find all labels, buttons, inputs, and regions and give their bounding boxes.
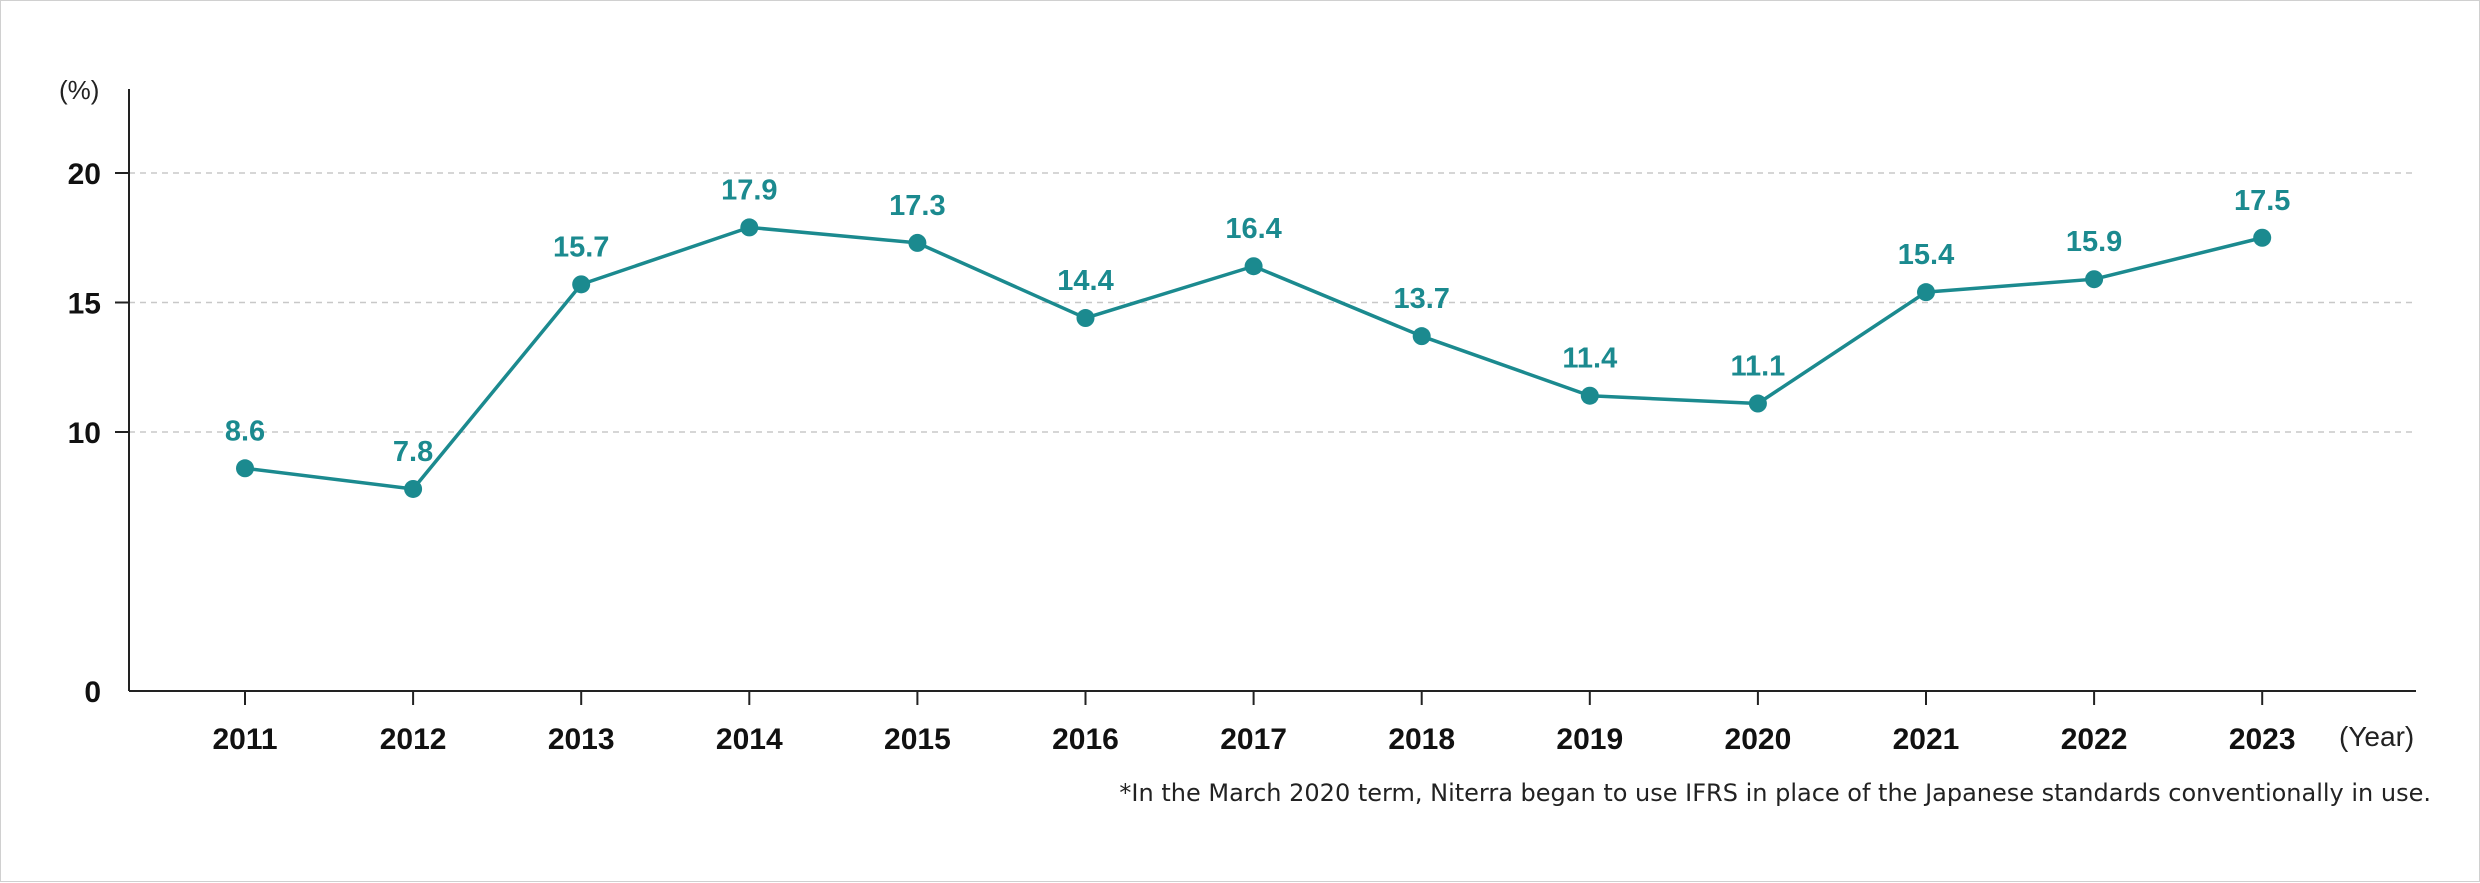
x-tick-labels: 2011 2012 2013 2014 2015 2016 2017 2018 2019 2020… xyxy=(212,691,2296,756)
x-tick-label-2012: 2012 xyxy=(380,723,447,756)
data-label-2019: 11.4 xyxy=(1562,343,1617,375)
footnote: *In the March 2020 term, Niterra began t… xyxy=(1119,779,2431,807)
data-point-2022 xyxy=(2085,270,2104,289)
y-tick-label-15: 15 xyxy=(68,288,101,321)
data-point-2017 xyxy=(1244,257,1263,276)
x-tick-label-2023: 2023 xyxy=(2229,723,2296,756)
data-label-2021: 15.4 xyxy=(1898,239,1954,271)
x-tick-label-2016: 2016 xyxy=(1052,723,1119,756)
x-tick-label-2022: 2022 xyxy=(2061,723,2128,756)
data-labels: 8.6 7.8 15.7 17.9 17.3 14.4 16.4 13.7 11.4 11.1 15… xyxy=(225,174,2291,468)
data-label-2014: 17.9 xyxy=(721,174,777,206)
y-axis-unit-label: (%) xyxy=(59,75,100,105)
axes xyxy=(128,89,2416,692)
x-tick-label-2011: 2011 xyxy=(212,723,277,756)
data-point-2012 xyxy=(404,479,423,498)
y-tick-labels: 0 10 15 20 xyxy=(68,158,129,709)
data-label-2013: 15.7 xyxy=(553,231,609,263)
data-label-2017: 16.4 xyxy=(1225,213,1281,245)
data-point-2011 xyxy=(236,459,254,478)
data-point-2020 xyxy=(1748,394,1767,413)
y-tick-label-20: 20 xyxy=(68,158,101,191)
data-point-2015 xyxy=(908,233,927,252)
data-label-2022: 15.9 xyxy=(2066,226,2122,258)
x-tick-label-2014: 2014 xyxy=(716,723,783,756)
y-tick-label-0: 0 xyxy=(84,676,101,709)
data-label-2020: 11.1 xyxy=(1730,351,1785,383)
data-point-2014 xyxy=(740,218,759,237)
x-tick-label-2020: 2020 xyxy=(1725,723,1792,756)
y-tick-label-10: 10 xyxy=(68,417,101,450)
grid-lines xyxy=(129,172,2416,433)
data-point-2013 xyxy=(572,275,591,294)
data-point-2018 xyxy=(1412,327,1431,346)
data-point-2021 xyxy=(1917,283,1935,302)
data-label-2012: 7.8 xyxy=(393,436,433,468)
data-point-2016 xyxy=(1076,309,1095,328)
x-tick-label-2018: 2018 xyxy=(1388,723,1455,756)
data-point-2019 xyxy=(1580,386,1599,405)
data-label-2016: 14.4 xyxy=(1057,265,1113,297)
x-tick-label-2013: 2013 xyxy=(548,723,615,756)
data-points xyxy=(236,218,2272,498)
data-label-2023: 17.5 xyxy=(2234,185,2290,217)
data-label-2011: 8.6 xyxy=(225,415,265,447)
x-axis-unit-label: (Year) xyxy=(2339,721,2415,752)
x-tick-label-2015: 2015 xyxy=(884,723,951,756)
data-label-2015: 17.3 xyxy=(889,190,945,222)
x-tick-label-2017: 2017 xyxy=(1220,723,1287,756)
x-tick-label-2021: 2021 xyxy=(1893,723,1960,756)
data-point-2023 xyxy=(2253,228,2272,247)
x-tick-label-2019: 2019 xyxy=(1556,723,1623,756)
data-label-2018: 13.7 xyxy=(1393,283,1449,315)
